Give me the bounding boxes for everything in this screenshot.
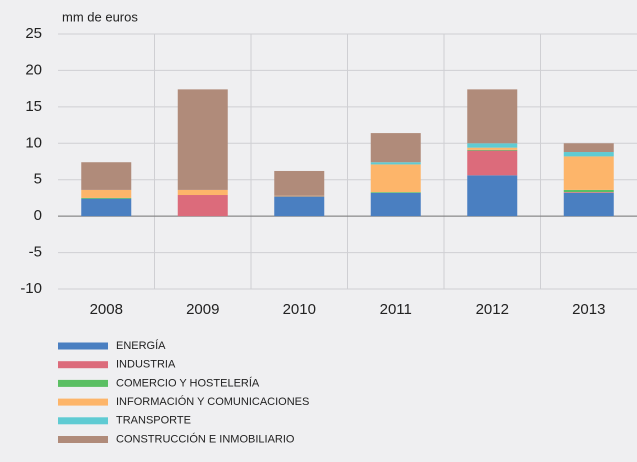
bar-segment xyxy=(370,164,421,193)
x-tick-label: 2011 xyxy=(380,301,412,318)
legend-label: ENERGÍA xyxy=(116,339,166,352)
bar-segment xyxy=(81,162,132,190)
legend-label: COMERCIO Y HOSTELERÍA xyxy=(116,376,260,389)
x-tick-label: 2012 xyxy=(476,301,509,318)
bar-segment xyxy=(370,192,421,193)
bar-segment xyxy=(81,189,132,198)
legend-label: TRANSPORTE xyxy=(116,415,191,427)
unit-label: mm de euros xyxy=(62,9,138,24)
y-tick-label: -10 xyxy=(20,280,42,297)
bar-segment xyxy=(81,198,132,217)
x-tick-label: 2010 xyxy=(283,301,316,318)
y-tick-label: 20 xyxy=(25,61,42,78)
x-tick-label: 2009 xyxy=(186,301,219,318)
bar-segment xyxy=(467,89,518,144)
bar-segment xyxy=(563,192,614,193)
legend-label: INDUSTRIA xyxy=(116,359,176,371)
bar-segment xyxy=(563,156,614,190)
y-tick-label: 5 xyxy=(34,171,42,188)
x-tick-label: 2008 xyxy=(90,301,123,318)
bar-segment xyxy=(370,192,421,217)
bar-segment xyxy=(467,150,518,176)
legend-swatch xyxy=(58,398,108,406)
bar-segment xyxy=(81,197,132,199)
y-tick-label: -5 xyxy=(29,244,42,261)
bar-segment xyxy=(370,133,421,163)
legend-swatch xyxy=(58,361,108,369)
bar-segment xyxy=(563,192,614,217)
bar-segment xyxy=(563,143,614,153)
bar-segment xyxy=(563,189,614,193)
legend-label: INFORMACIÓN Y COMUNICACIONES xyxy=(116,395,309,408)
y-tick-label: 0 xyxy=(34,207,42,224)
bar-segment xyxy=(274,195,325,197)
legend-swatch xyxy=(58,342,108,350)
legend-swatch xyxy=(58,379,108,387)
bar-segment xyxy=(177,89,228,190)
legend-swatch xyxy=(58,436,108,443)
y-tick-label: 15 xyxy=(25,98,42,115)
bar-segment xyxy=(274,170,325,196)
bar-segment xyxy=(177,189,228,196)
bar-segment xyxy=(467,147,518,150)
bar-segment xyxy=(177,195,228,217)
bar-segment xyxy=(370,162,421,165)
y-tick-label: 10 xyxy=(25,134,42,151)
x-tick-label: 2013 xyxy=(572,301,605,318)
bar-segment xyxy=(467,149,518,151)
bar-segment xyxy=(467,143,518,148)
legend-label: CONSTRUCCIÓN E INMOBILIARIO xyxy=(116,432,295,445)
bar-segment xyxy=(274,196,325,217)
bar-segment xyxy=(563,152,614,157)
bar-segment xyxy=(467,175,518,217)
y-tick-label: 25 xyxy=(25,25,42,42)
legend-swatch xyxy=(58,417,108,425)
